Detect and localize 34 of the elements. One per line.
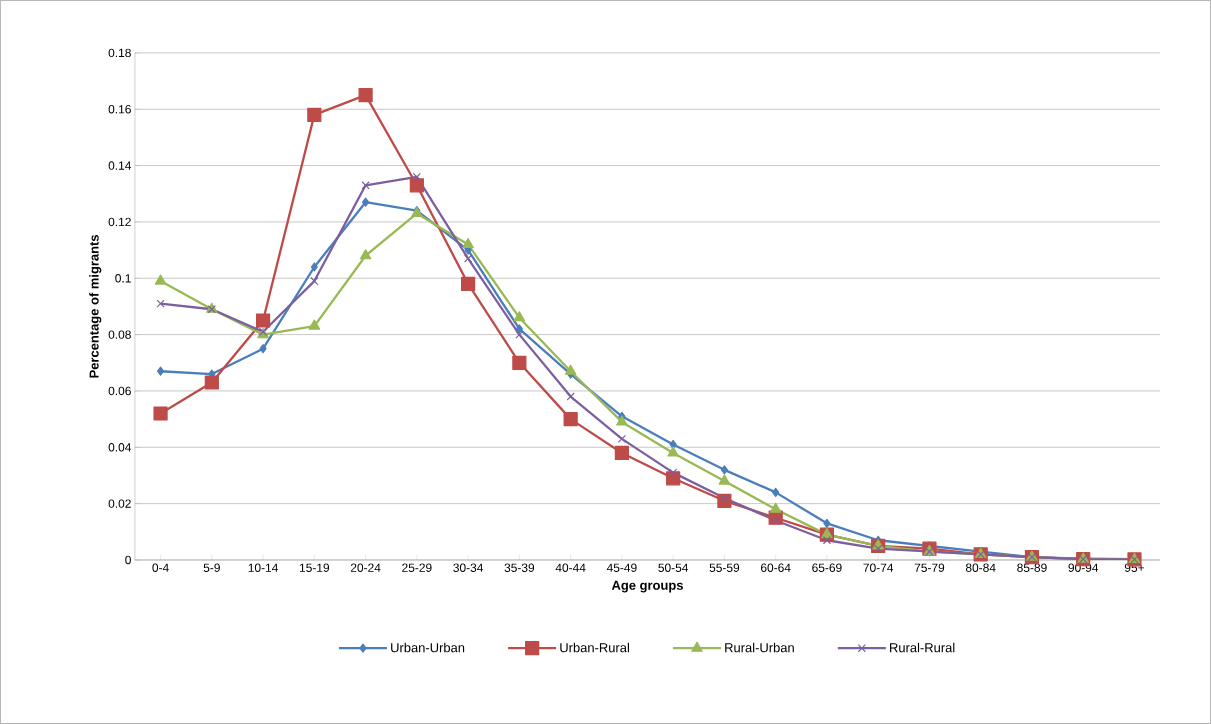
legend-label: Rural-Urban <box>725 642 794 653</box>
x-tick-label: 55-59 <box>709 563 740 573</box>
x-tick-label: 0-4 <box>152 563 169 573</box>
x-tick-label: 80-84 <box>965 563 996 573</box>
y-tick-label: 0.14 <box>108 161 132 170</box>
y-tick-label: 0.08 <box>108 330 131 339</box>
y-tick-label: 0.04 <box>108 443 132 452</box>
x-tick-label: 60-64 <box>760 563 791 573</box>
y-tick-label: 0.12 <box>108 217 131 227</box>
x-tick-label: 30-34 <box>453 563 484 573</box>
x-tick-label: 10-14 <box>248 563 279 573</box>
x-tick-label: 85-89 <box>1017 563 1047 573</box>
x-tick-label: 50-54 <box>658 563 689 573</box>
y-tick-label: 0 <box>125 555 131 565</box>
x-tick-label: 45-49 <box>606 563 637 573</box>
legend-label: Urban-Rural <box>560 642 629 653</box>
legend-label: Rural-Rural <box>890 642 955 653</box>
y-axis-title: Percentage of migrants <box>89 235 102 378</box>
y-tick-label: 0.02 <box>108 499 131 508</box>
x-axis-title: Age groups <box>611 580 683 593</box>
x-tick-label: 65-69 <box>812 563 842 573</box>
x-tick-label: 35-39 <box>504 563 535 573</box>
x-tick-label: 40-44 <box>555 563 586 573</box>
x-tick-label: 25-29 <box>402 563 432 573</box>
x-tick-label: 20-24 <box>350 563 381 573</box>
x-tick-label: 5-9 <box>203 563 220 573</box>
y-tick-label: 0.1 <box>115 274 131 283</box>
x-tick-label: 15-19 <box>299 563 330 573</box>
y-tick-label: 0.16 <box>108 105 131 114</box>
y-tick-label: 0.18 <box>108 48 131 58</box>
legend-label: Urban-Urban <box>391 642 465 653</box>
y-tick-label: 0.06 <box>108 386 131 396</box>
x-tick-label: 70-74 <box>863 563 894 573</box>
x-tick-label: 75-79 <box>914 563 945 573</box>
